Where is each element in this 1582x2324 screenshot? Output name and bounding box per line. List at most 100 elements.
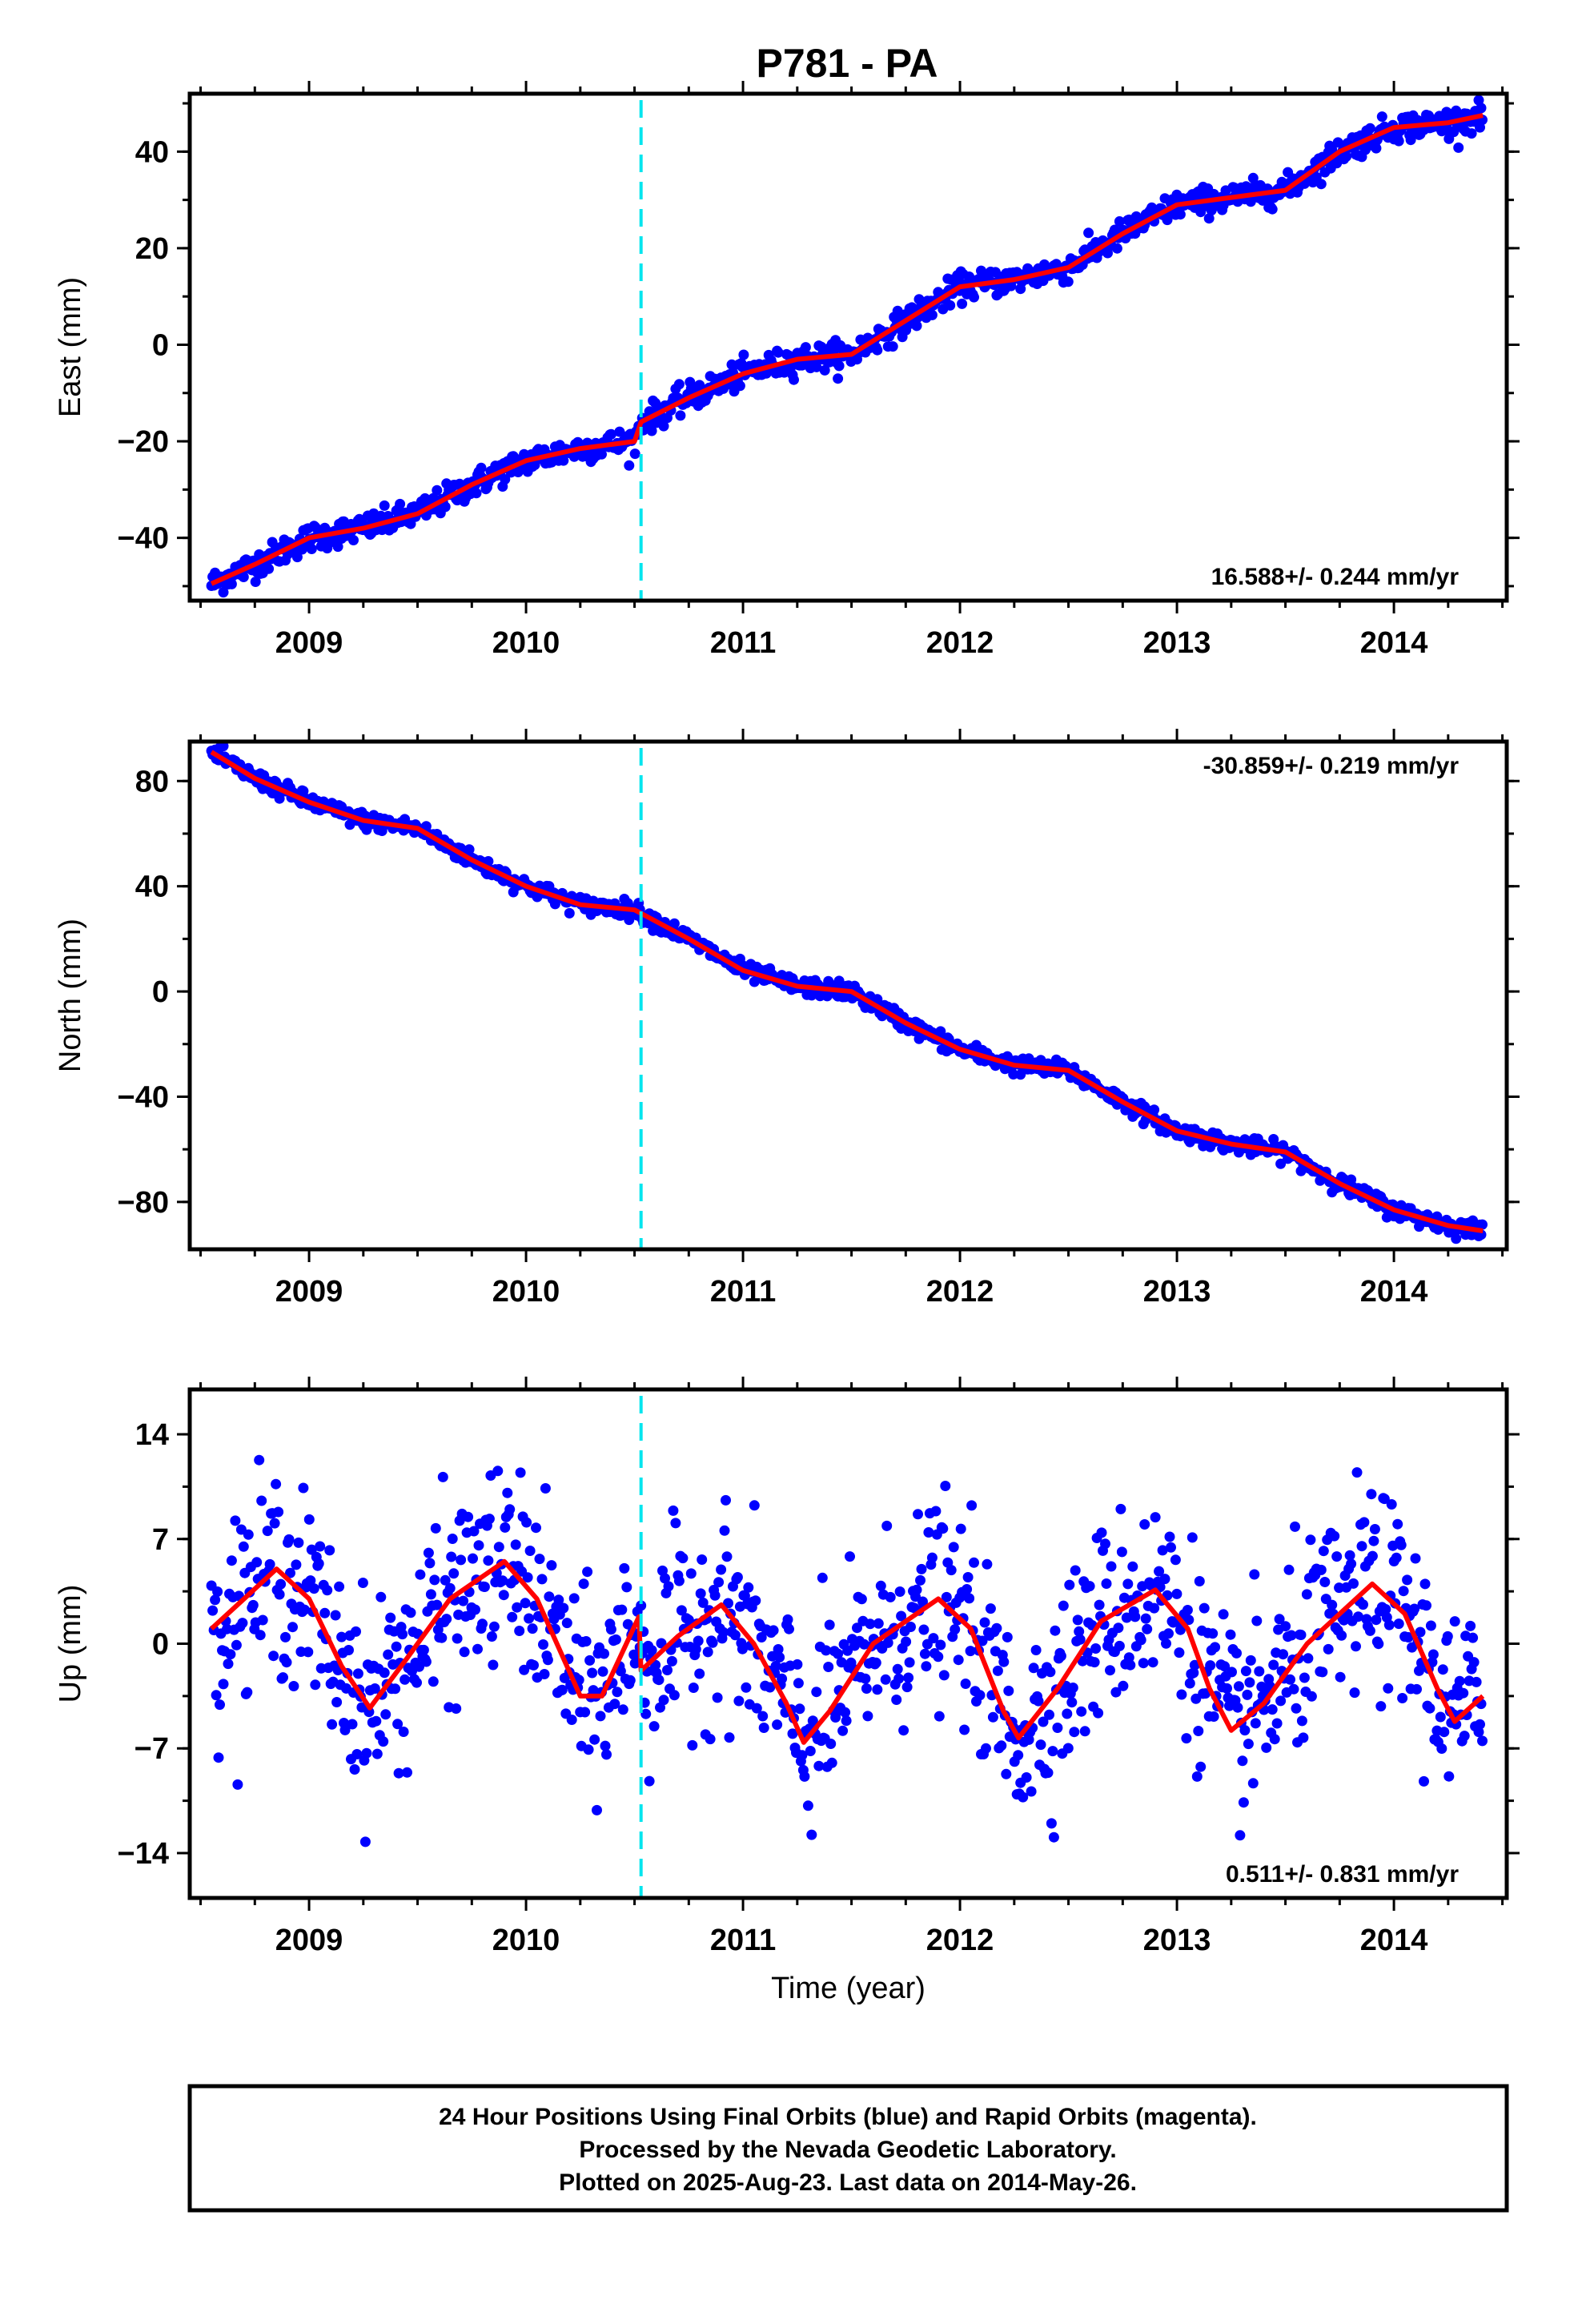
up-data-point	[1366, 1489, 1377, 1500]
up-data-point	[1188, 1667, 1199, 1679]
up-data-point	[615, 1666, 626, 1677]
up-data-point	[1069, 1727, 1080, 1738]
footer-line-3: Plotted on 2025-Aug-23. Last data on 201…	[559, 2169, 1137, 2196]
up-data-point	[996, 1740, 1007, 1751]
north-model-line	[210, 750, 1484, 1233]
x-axis-label: Time (year)	[771, 1972, 926, 2005]
up-xtick-label: 2009	[275, 1924, 343, 1957]
east-model-line	[210, 113, 1484, 586]
up-data-point	[1280, 1621, 1291, 1632]
up-data-point	[670, 1518, 681, 1529]
up-data-point	[1383, 1683, 1394, 1694]
up-data-point	[856, 1594, 867, 1605]
up-data-point	[823, 1662, 834, 1672]
up-data-point	[1238, 1797, 1249, 1808]
up-data-point	[768, 1625, 779, 1636]
up-data-point	[962, 1584, 973, 1594]
up-data-point	[805, 1746, 816, 1756]
up-data-point	[1026, 1786, 1037, 1797]
up-data-point	[1250, 1718, 1261, 1729]
up-data-point	[1424, 1703, 1435, 1714]
up-data-point	[917, 1596, 928, 1607]
up-data-point	[1437, 1664, 1448, 1675]
up-data-point	[269, 1518, 280, 1529]
up-data-point	[960, 1679, 971, 1689]
up-data-point	[1393, 1618, 1404, 1630]
up-data-point	[1164, 1531, 1175, 1542]
east-ytick-label: −20	[118, 425, 169, 459]
east-data-point	[476, 462, 487, 473]
up-data-point	[1021, 1772, 1032, 1783]
up-data-point	[531, 1522, 541, 1534]
up-data-point	[953, 1655, 964, 1666]
east-data-point	[395, 498, 406, 509]
up-data-point	[938, 1670, 950, 1681]
up-data-point	[941, 1591, 952, 1602]
up-data-point	[361, 1747, 372, 1759]
east-xtick-label: 2013	[1143, 626, 1211, 660]
east-data-point	[624, 460, 635, 471]
up-data-point	[587, 1667, 598, 1679]
north-xtick-label: 2014	[1360, 1275, 1428, 1309]
up-data-point	[616, 1604, 628, 1615]
up-data-point	[293, 1537, 304, 1548]
east-data-point	[291, 552, 303, 563]
north-data-point	[1149, 1104, 1160, 1116]
up-data-point	[1184, 1678, 1195, 1689]
up-data-point	[619, 1562, 630, 1574]
up-data-point	[468, 1553, 478, 1564]
up-data-point	[772, 1719, 783, 1731]
north-ytick-label: 80	[135, 765, 169, 798]
up-data-point	[600, 1740, 611, 1751]
east-data-point	[872, 344, 883, 356]
east-data-point	[1267, 203, 1278, 215]
up-data-point	[556, 1684, 568, 1695]
up-data-point	[1028, 1663, 1039, 1674]
up-data-point	[306, 1544, 317, 1555]
up-data-point	[1183, 1614, 1195, 1626]
east-data-point	[1114, 216, 1125, 227]
up-data-point	[369, 1683, 380, 1694]
up-data-point	[826, 1757, 837, 1768]
up-data-point	[824, 1619, 835, 1630]
up-data-point	[797, 1750, 808, 1761]
up-data-point	[479, 1582, 490, 1592]
up-data-point	[213, 1752, 224, 1763]
up-data-point	[669, 1690, 680, 1701]
up-data-point	[705, 1734, 716, 1745]
up-data-point	[915, 1574, 926, 1586]
east-data-point	[675, 410, 686, 421]
up-data-point	[1373, 1638, 1384, 1650]
up-data-point	[420, 1656, 432, 1667]
up-data-point	[444, 1582, 456, 1594]
up-data-point	[1050, 1625, 1061, 1636]
up-data-point	[310, 1679, 321, 1691]
up-data-point	[231, 1639, 242, 1651]
up-data-point	[716, 1564, 727, 1575]
up-data-point	[268, 1651, 279, 1662]
up-data-point	[402, 1767, 412, 1778]
up-data-point	[597, 1666, 608, 1677]
up-data-point	[724, 1732, 735, 1743]
north-rate-label: -30.859+/- 0.219 mm/yr	[1203, 753, 1460, 779]
up-data-point	[327, 1719, 338, 1730]
up-data-point	[502, 1487, 513, 1498]
up-data-point	[904, 1657, 915, 1668]
up-data-point	[792, 1659, 803, 1670]
up-data-point	[1047, 1746, 1058, 1757]
up-data-point	[1296, 1715, 1307, 1727]
up-data-point	[1055, 1651, 1066, 1662]
up-data-point	[315, 1541, 326, 1552]
up-data-point	[1093, 1707, 1104, 1719]
up-data-point	[605, 1624, 616, 1635]
up-data-point	[719, 1525, 730, 1536]
east-data-point	[1203, 213, 1215, 224]
up-model-line	[210, 1558, 1485, 1745]
east-data-point	[1466, 128, 1477, 139]
up-data-point	[451, 1703, 462, 1714]
up-data-point	[1110, 1687, 1122, 1698]
up-data-point	[351, 1626, 361, 1637]
up-data-point	[1454, 1675, 1465, 1687]
up-data-point	[390, 1683, 401, 1695]
up-data-point	[1074, 1626, 1085, 1637]
